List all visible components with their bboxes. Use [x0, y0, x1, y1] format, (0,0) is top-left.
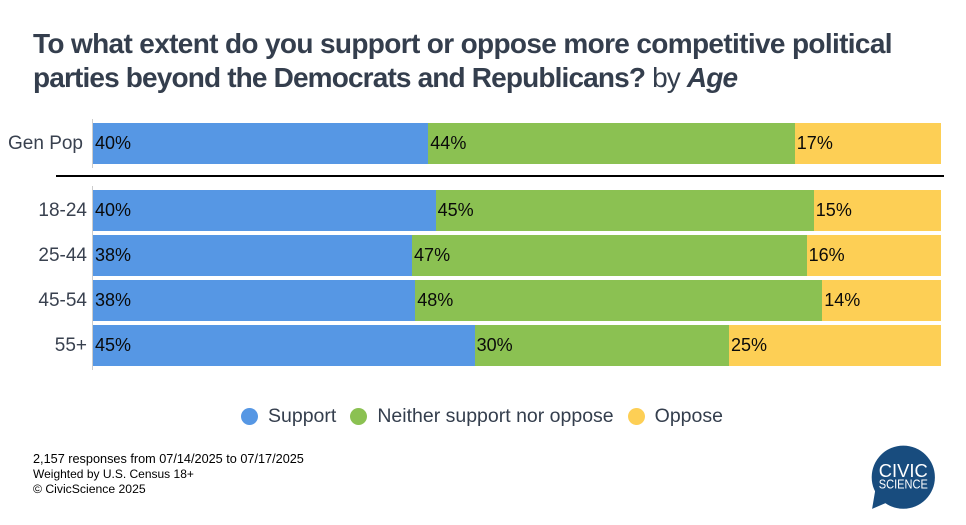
- svg-text:CIVIC: CIVIC: [879, 461, 928, 481]
- svg-text:SCIENCE: SCIENCE: [879, 476, 928, 491]
